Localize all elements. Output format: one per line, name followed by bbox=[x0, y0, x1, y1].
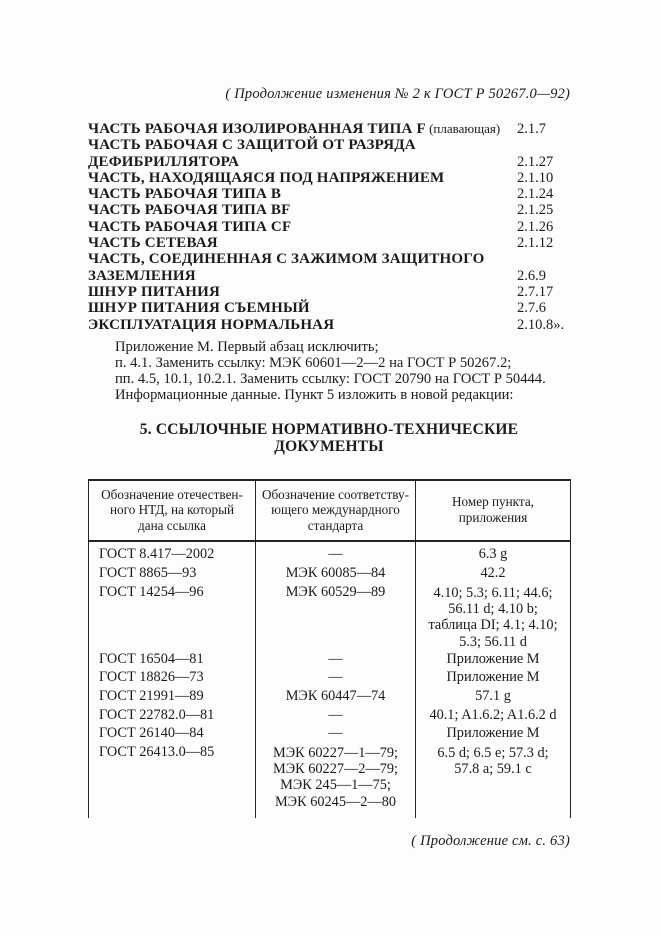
term-clause-number bbox=[517, 251, 570, 267]
term-line: ЗАЗЕМЛЕНИЯ 2.6.9 bbox=[88, 268, 570, 284]
amendment-instructions: Приложение М. Первый абзац исключить; п.… bbox=[115, 339, 570, 404]
table-row: ГОСТ 26413.0—85 МЭК 60227—1—79; МЭК 6022… bbox=[89, 742, 571, 818]
iec-designation-cell: — bbox=[255, 668, 416, 688]
running-head: ( Продолжение изменения № 2 к ГОСТ Р 502… bbox=[225, 86, 570, 102]
iec-designation-cell: МЭК 60529—89 bbox=[255, 582, 416, 650]
term-text: ДЕФИБРИЛЛЯТОРА bbox=[88, 153, 240, 170]
table-row: ГОСТ 18826—73 — Приложение М bbox=[89, 668, 571, 688]
table-row: ГОСТ 22782.0—81 — 40.1; A1.6.2; A1.6.2 d bbox=[89, 705, 571, 725]
gost-designation-cell: ГОСТ 16504—81 bbox=[99, 650, 204, 667]
iec-designation-cell: — bbox=[255, 705, 416, 725]
term-text: ЧАСТЬ РАБОЧАЯ ТИПА BF bbox=[88, 202, 291, 219]
term-clause-number: 2.7.6 bbox=[517, 300, 546, 317]
table-header-row: Обозначение отечествен- ного НТД, на кот… bbox=[88, 479, 571, 543]
term-line: ЧАСТЬ СЕТЕВАЯ 2.1.12 bbox=[88, 235, 570, 251]
header-clause-number: Номер пункта, приложения bbox=[415, 479, 571, 543]
gost-designation-cell: ГОСТ 26413.0—85 bbox=[99, 743, 215, 760]
gost-designation-cell: ГОСТ 21991—89 bbox=[99, 688, 204, 705]
iec-designation-cell: — bbox=[255, 724, 416, 743]
table-row: ГОСТ 26140—84 — Приложение М bbox=[89, 724, 571, 743]
table-row: ГОСТ 8.417—2002 — 6.3 g bbox=[89, 541, 571, 565]
term-text: ЧАСТЬ РАБОЧАЯ ИЗОЛИРОВАННАЯ ТИПА F (плав… bbox=[88, 121, 501, 137]
term-clause-number: 2.1.27 bbox=[517, 153, 554, 170]
clause-reference-cell: Приложение М bbox=[415, 668, 571, 688]
term-text: ЧАСТЬ РАБОЧАЯ ТИПА В bbox=[88, 186, 282, 203]
term-clause-number: 2.10.8». bbox=[517, 316, 565, 333]
term-clause-number: 2.1.25 bbox=[517, 202, 554, 219]
table-row: ГОСТ 8865—93 МЭК 60085—84 42.2 bbox=[89, 564, 571, 583]
amendment-line: Информационные данные. Пункт 5 изложить … bbox=[115, 387, 514, 404]
section-heading: 5. ССЫЛОЧНЫЕ НОРМАТИВНО-ТЕХНИЧЕСКИЕ ДОКУ… bbox=[139, 420, 519, 455]
term-clause-number bbox=[517, 137, 570, 153]
term-line: ЧАСТЬ, НАХОДЯЩАЯСЯ ПОД НАПРЯЖЕНИЕМ 2.1.1… bbox=[88, 170, 570, 186]
gost-designation-cell: ГОСТ 18826—73 bbox=[99, 669, 204, 686]
iec-designation-cell: — bbox=[255, 649, 416, 669]
term-text: ШНУР ПИТАНИЯ СЪЕМНЫЙ bbox=[88, 300, 310, 317]
term-line: ЭКСПЛУАТАЦИЯ НОРМАЛЬНАЯ 2.10.8». bbox=[88, 317, 570, 333]
term-text: ЭКСПЛУАТАЦИЯ НОРМАЛЬНАЯ bbox=[88, 316, 335, 333]
amendment-line: Приложение М. Первый абзац исключить; bbox=[115, 338, 379, 355]
iec-designation-cell: МЭК 60447—74 bbox=[255, 687, 416, 706]
iec-designation-cell: — bbox=[255, 541, 416, 565]
term-clause-number: 2.1.24 bbox=[517, 186, 554, 203]
term-text: ЧАСТЬ, СОЕДИНЕННАЯ С ЗАЖИМОМ ЗАЩИТНОГО bbox=[88, 251, 485, 268]
term-line: ЧАСТЬ РАБОЧАЯ ТИПА BF 2.1.25 bbox=[88, 202, 570, 218]
gost-designation-cell: ГОСТ 8.417—2002 bbox=[99, 546, 215, 563]
term-clause-number: 2.6.9 bbox=[517, 267, 546, 284]
header-international-designation: Обозначение соответству- ющего междунард… bbox=[255, 479, 416, 543]
table-row: ГОСТ 14254—96 МЭК 60529—89 4.10; 5.3; 6.… bbox=[89, 582, 571, 650]
term-text: ЧАСТЬ РАБОЧАЯ ТИПА CF bbox=[88, 218, 292, 235]
continuation-note: ( Продолжение см. с. 63) bbox=[411, 832, 570, 849]
terms-index: ЧАСТЬ РАБОЧАЯ ИЗОЛИРОВАННАЯ ТИПА F (плав… bbox=[88, 121, 570, 333]
term-clause-number: 2.1.12 bbox=[517, 235, 554, 252]
gost-designation-cell: ГОСТ 26140—84 bbox=[99, 725, 204, 742]
gost-designation-cell: ГОСТ 14254—96 bbox=[99, 583, 204, 600]
term-text: ЧАСТЬ РАБОЧАЯ С ЗАЩИТОЙ ОТ РАЗРЯДА bbox=[88, 137, 416, 154]
clause-reference-cell: 4.10; 5.3; 6.11; 44.6; 56.11 d; 4.10 b; … bbox=[415, 582, 571, 650]
table-row: ГОСТ 21991—89 МЭК 60447—74 57.1 g bbox=[89, 687, 571, 706]
term-clause-number: 2.1.7 bbox=[517, 121, 546, 137]
clause-reference-cell: 42.2 bbox=[415, 564, 571, 583]
clause-reference-cell: Приложение М bbox=[415, 724, 571, 743]
table-header: Обозначение отечествен- ного НТД, на кот… bbox=[88, 479, 571, 543]
clause-reference-cell: 40.1; A1.6.2; A1.6.2 d bbox=[415, 705, 571, 725]
term-line: ЧАСТЬ РАБОЧАЯ ТИПА CF 2.1.26 bbox=[88, 219, 570, 235]
term-text: ЧАСТЬ, НАХОДЯЩАЯСЯ ПОД НАПРЯЖЕНИЕМ bbox=[88, 169, 445, 186]
term-line: ШНУР ПИТАНИЯ СЪЕМНЫЙ 2.7.6 bbox=[88, 300, 570, 316]
amendment-line: пп. 4.5, 10.1, 10.2.1. Заменить ссылку: … bbox=[115, 371, 546, 388]
amendment-line: п. 4.1. Заменить ссылку: МЭК 60601—2—2 н… bbox=[115, 355, 512, 372]
term-clause-number: 2.7.17 bbox=[517, 283, 554, 300]
term-line: ШНУР ПИТАНИЯ 2.7.17 bbox=[88, 284, 570, 300]
iec-designation-cell: МЭК 60227—1—79; МЭК 60227—2—79; МЭК 245—… bbox=[255, 742, 416, 818]
term-text: ЗАЗЕМЛЕНИЯ bbox=[88, 267, 196, 284]
clause-reference-cell: 57.1 g bbox=[415, 687, 571, 706]
gost-designation-cell: ГОСТ 8865—93 bbox=[99, 565, 197, 582]
clause-reference-cell: 6.5 d; 6.5 e; 57.3 d; 57.8 a; 59.1 c bbox=[415, 742, 571, 818]
clause-reference-cell: 6.3 g bbox=[415, 541, 571, 565]
iec-designation-cell: МЭК 60085—84 bbox=[255, 564, 416, 583]
header-gost-designation: Обозначение отечествен- ного НТД, на кот… bbox=[88, 479, 256, 543]
term-clause-number: 2.1.26 bbox=[517, 218, 554, 235]
gost-designation-cell: ГОСТ 22782.0—81 bbox=[99, 706, 215, 723]
table-row: ГОСТ 16504—81 — Приложение М bbox=[89, 649, 571, 669]
term-note: (плавающая) bbox=[425, 121, 501, 136]
term-clause-number: 2.1.10 bbox=[517, 169, 554, 186]
term-line: ДЕФИБРИЛЛЯТОРА 2.1.27 bbox=[88, 154, 570, 170]
term-line: ЧАСТЬ РАБОЧАЯ ТИПА В 2.1.24 bbox=[88, 186, 570, 202]
clause-reference-cell: Приложение М bbox=[415, 649, 571, 669]
normative-references-table: Обозначение отечествен- ного НТД, на кот… bbox=[88, 478, 571, 818]
term-line: ЧАСТЬ, СОЕДИНЕННАЯ С ЗАЖИМОМ ЗАЩИТНОГО bbox=[88, 251, 570, 267]
term-line: ЧАСТЬ РАБОЧАЯ С ЗАЩИТОЙ ОТ РАЗРЯДА bbox=[88, 137, 570, 153]
table-body: ГОСТ 8.417—2002 — 6.3 g ГОСТ 8865—93 МЭК… bbox=[89, 541, 571, 818]
term-text: ШНУР ПИТАНИЯ bbox=[88, 283, 221, 300]
term-line: ЧАСТЬ РАБОЧАЯ ИЗОЛИРОВАННАЯ ТИПА F (плав… bbox=[88, 121, 570, 137]
term-text: ЧАСТЬ СЕТЕВАЯ bbox=[88, 235, 218, 252]
